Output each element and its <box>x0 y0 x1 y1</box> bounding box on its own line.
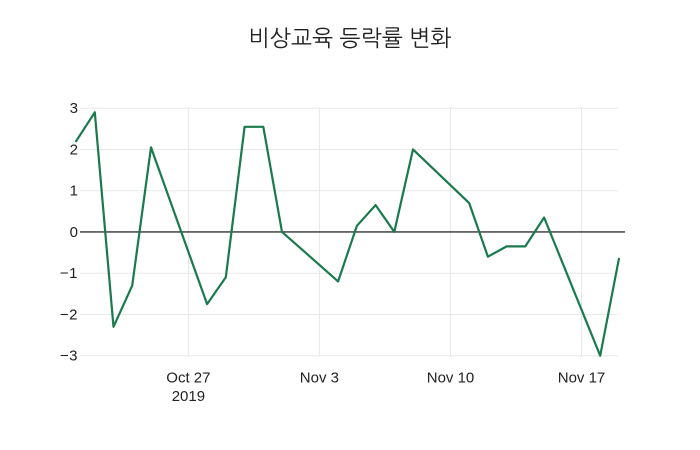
svg-text:2019: 2019 <box>172 388 205 405</box>
svg-text:−2: −2 <box>60 306 78 323</box>
svg-text:Oct 27: Oct 27 <box>166 370 210 387</box>
svg-text:−3: −3 <box>60 348 78 365</box>
svg-text:2: 2 <box>70 141 78 158</box>
svg-text:0: 0 <box>70 224 78 241</box>
svg-text:Nov 3: Nov 3 <box>300 370 339 387</box>
svg-text:3: 3 <box>70 100 78 117</box>
svg-text:Nov 10: Nov 10 <box>427 370 475 387</box>
svg-text:1: 1 <box>70 183 78 200</box>
svg-text:Nov 17: Nov 17 <box>558 370 606 387</box>
svg-text:−1: −1 <box>60 265 78 282</box>
